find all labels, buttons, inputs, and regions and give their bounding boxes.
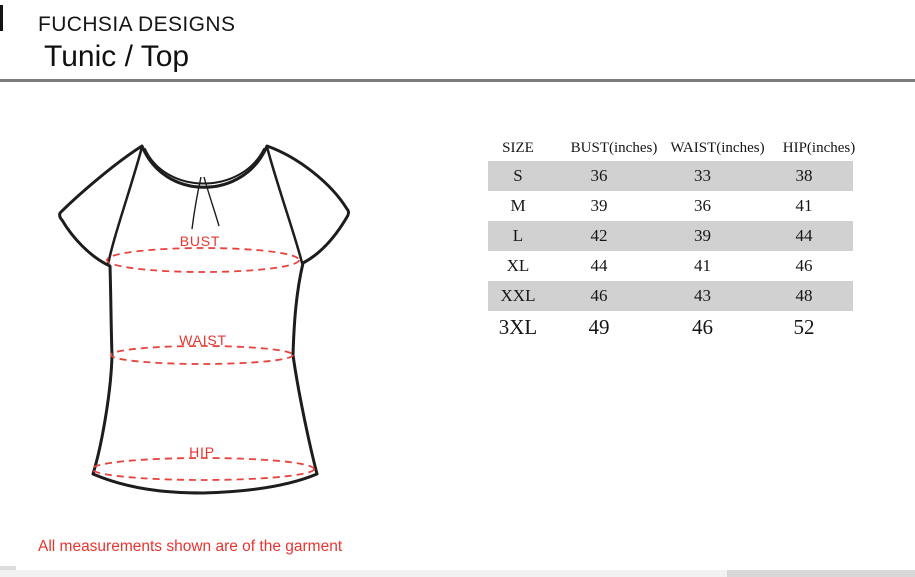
page-edge-mark xyxy=(0,5,3,31)
bust-cell: 42 xyxy=(590,226,608,245)
size-cell: S xyxy=(513,166,523,185)
waist-cell: 33 xyxy=(694,166,711,185)
size-cell: XL xyxy=(506,256,530,275)
size-cell: L xyxy=(512,226,524,245)
right-armhole-seam xyxy=(265,145,304,265)
hip-cell: 44 xyxy=(795,226,813,245)
column-header-size: SIZE xyxy=(502,139,534,156)
bust-label: BUST xyxy=(180,233,221,249)
size-cell: XXL xyxy=(500,286,536,305)
left-armhole-seam xyxy=(106,145,144,267)
table-row-xl: XL 44 41 46 xyxy=(488,251,853,281)
bust-measure-ellipse xyxy=(106,247,300,273)
waist-label: WAIST xyxy=(179,332,227,348)
bust-cell: 36 xyxy=(590,166,608,185)
garment-outline xyxy=(58,144,350,495)
table-row-3xl: 3XL 49 46 52 xyxy=(488,311,853,344)
table-row-m: M 39 36 41 xyxy=(488,191,853,221)
hip-cell: 52 xyxy=(793,315,815,339)
header-divider xyxy=(0,79,915,82)
waist-cell: 36 xyxy=(694,196,711,215)
pleat-line-right xyxy=(203,176,220,227)
size-chart-table: SIZE BUST(inches) WAIST(inches) HIP(inch… xyxy=(488,135,855,344)
bust-cell: 49 xyxy=(588,315,610,339)
table-row-xxl: XXL 46 43 48 xyxy=(488,281,853,311)
size-cell: 3XL xyxy=(498,315,538,339)
bust-cell: 44 xyxy=(590,256,608,275)
waist-cell: 41 xyxy=(694,256,711,275)
waist-cell: 39 xyxy=(694,226,711,245)
waist-measure-ellipse xyxy=(110,345,294,365)
hip-cell: 48 xyxy=(795,286,813,305)
hip-cell: 46 xyxy=(795,256,813,275)
hip-label: HIP xyxy=(189,444,215,460)
page-title: Tunic / Top xyxy=(44,40,190,73)
column-header-waist: WAIST(inches) xyxy=(670,139,765,156)
horizontal-scrollbar-track[interactable] xyxy=(0,570,915,577)
column-header-hip: HIP(inches) xyxy=(782,139,856,156)
bust-cell: 39 xyxy=(590,196,608,215)
hip-measure-ellipse xyxy=(91,457,315,481)
pleat-line-left xyxy=(191,176,202,230)
bust-cell: 46 xyxy=(590,286,608,305)
measurement-note: All measurements shown are of the garmen… xyxy=(38,538,343,555)
garment-diagram: BUST WAIST HIP xyxy=(58,144,350,495)
size-cell: M xyxy=(510,196,526,215)
table-header-row: SIZE BUST(inches) WAIST(inches) HIP(inch… xyxy=(488,135,855,161)
waist-cell: 46 xyxy=(692,315,713,339)
hip-cell: 38 xyxy=(795,166,813,185)
hip-cell: 41 xyxy=(795,196,813,215)
waist-cell: 43 xyxy=(694,286,711,305)
table-row-s: S 36 33 38 xyxy=(488,161,853,191)
column-header-bust: BUST(inches) xyxy=(570,139,658,156)
neckline-inner-line xyxy=(144,148,265,185)
brand-title: FUCHSIA DESIGNS xyxy=(38,13,236,36)
table-row-l: L 42 39 44 xyxy=(488,221,853,251)
horizontal-scrollbar-thumb[interactable] xyxy=(727,570,915,577)
